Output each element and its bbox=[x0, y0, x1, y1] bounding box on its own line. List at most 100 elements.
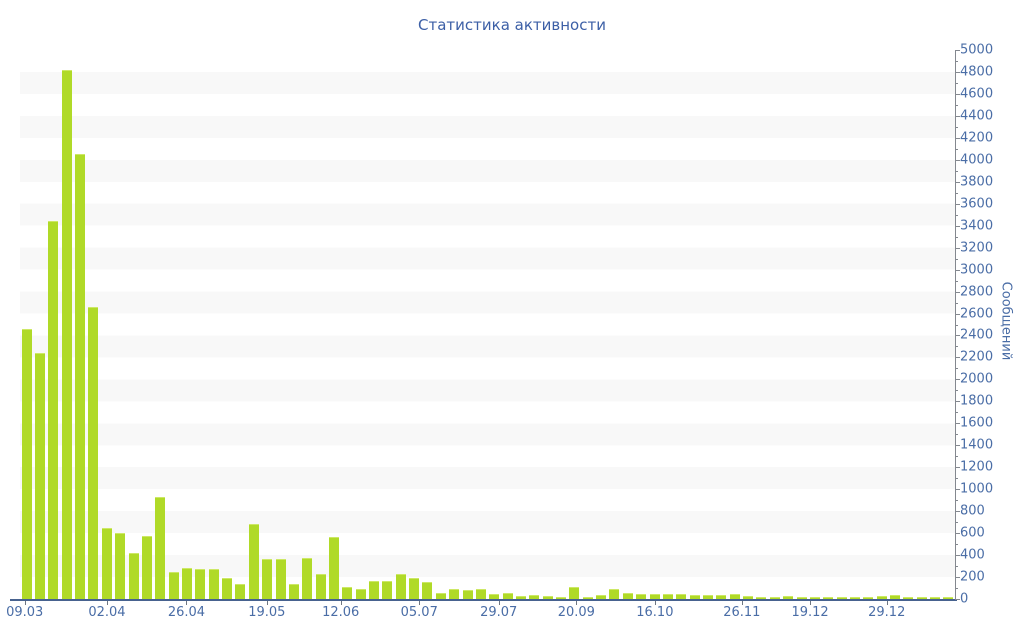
bar[interactable] bbox=[823, 596, 834, 599]
bar[interactable] bbox=[288, 583, 299, 599]
x-tick-label: 12.06 bbox=[322, 605, 360, 620]
bar[interactable] bbox=[262, 559, 273, 599]
bar[interactable] bbox=[435, 592, 446, 599]
bar[interactable] bbox=[88, 307, 99, 599]
bar[interactable] bbox=[302, 557, 313, 599]
bar[interactable] bbox=[208, 568, 219, 599]
bar[interactable] bbox=[542, 596, 553, 599]
bar[interactable] bbox=[636, 593, 647, 599]
bar[interactable] bbox=[75, 154, 86, 599]
bar[interactable] bbox=[569, 587, 580, 599]
bar[interactable] bbox=[769, 596, 780, 599]
bar[interactable] bbox=[235, 583, 246, 599]
bar[interactable] bbox=[315, 573, 326, 599]
bar[interactable] bbox=[181, 568, 192, 599]
bar[interactable] bbox=[622, 592, 633, 599]
bar[interactable] bbox=[275, 559, 286, 599]
bar[interactable] bbox=[743, 596, 754, 599]
bar[interactable] bbox=[342, 586, 353, 599]
x-tick-label: 02.04 bbox=[88, 605, 126, 620]
bar[interactable] bbox=[716, 595, 727, 599]
bar[interactable] bbox=[462, 589, 473, 599]
bar[interactable] bbox=[409, 577, 420, 599]
bar[interactable] bbox=[489, 593, 500, 599]
bar[interactable] bbox=[582, 596, 593, 599]
bar[interactable] bbox=[168, 571, 179, 599]
bar-slot bbox=[20, 50, 33, 599]
x-tick-label: 29.07 bbox=[480, 605, 518, 620]
x-tick-mark bbox=[886, 601, 888, 605]
bar[interactable] bbox=[916, 597, 927, 599]
bar[interactable] bbox=[449, 588, 460, 599]
bar-slot bbox=[154, 50, 167, 599]
bar[interactable] bbox=[115, 533, 126, 599]
y-major-tick-mark bbox=[955, 379, 960, 381]
bar[interactable] bbox=[796, 596, 807, 599]
y-major-tick-mark bbox=[955, 445, 960, 447]
y-major-tick-mark bbox=[955, 137, 960, 139]
x-tick-mark bbox=[186, 601, 188, 605]
bar[interactable] bbox=[689, 594, 700, 599]
bar[interactable] bbox=[930, 596, 941, 599]
bar[interactable] bbox=[101, 527, 112, 599]
bar-slot bbox=[755, 50, 768, 599]
bar-slot bbox=[407, 50, 420, 599]
bar[interactable] bbox=[836, 597, 847, 599]
x-tick-label: 09.03 bbox=[6, 605, 44, 620]
bar[interactable] bbox=[422, 581, 433, 599]
bar[interactable] bbox=[676, 594, 687, 599]
bar[interactable] bbox=[849, 596, 860, 599]
bar[interactable] bbox=[703, 594, 713, 599]
bar[interactable] bbox=[876, 596, 887, 599]
bar[interactable] bbox=[662, 593, 673, 599]
bar[interactable] bbox=[649, 594, 660, 599]
bar[interactable] bbox=[328, 536, 339, 599]
bar[interactable] bbox=[382, 581, 393, 599]
bar[interactable] bbox=[141, 535, 152, 599]
bar[interactable] bbox=[128, 552, 139, 599]
bar[interactable] bbox=[529, 595, 540, 599]
bar[interactable] bbox=[61, 69, 72, 599]
bar[interactable] bbox=[609, 589, 620, 599]
bar[interactable] bbox=[863, 597, 874, 599]
bar[interactable] bbox=[515, 596, 526, 599]
bar[interactable] bbox=[355, 589, 366, 599]
bar[interactable] bbox=[729, 593, 740, 599]
bar-series bbox=[20, 50, 955, 599]
bar-slot bbox=[33, 50, 46, 599]
bar[interactable] bbox=[756, 596, 767, 599]
bar-slot bbox=[100, 50, 113, 599]
bar[interactable] bbox=[369, 581, 380, 599]
bar[interactable] bbox=[35, 353, 46, 599]
bar[interactable] bbox=[395, 573, 406, 599]
x-axis-line bbox=[10, 599, 957, 601]
y-tick-label: 400 bbox=[960, 547, 985, 563]
bar-slot bbox=[488, 50, 501, 599]
bar-slot bbox=[140, 50, 153, 599]
bar[interactable] bbox=[195, 569, 206, 599]
bar[interactable] bbox=[502, 592, 513, 599]
bar[interactable] bbox=[248, 524, 259, 599]
y-major-tick-mark bbox=[955, 93, 960, 95]
bar[interactable] bbox=[903, 596, 914, 599]
y-major-tick-mark bbox=[955, 269, 960, 271]
bar[interactable] bbox=[783, 596, 794, 599]
bar-slot bbox=[354, 50, 367, 599]
bar[interactable] bbox=[475, 588, 486, 599]
bar[interactable] bbox=[596, 594, 607, 599]
x-tick-mark bbox=[419, 601, 421, 605]
bar[interactable] bbox=[48, 220, 59, 599]
bar[interactable] bbox=[556, 597, 567, 599]
bar[interactable] bbox=[890, 595, 901, 599]
bar[interactable] bbox=[809, 597, 820, 599]
y-major-tick-mark bbox=[955, 71, 960, 73]
y-major-tick-mark bbox=[955, 357, 960, 359]
bar[interactable] bbox=[155, 497, 166, 599]
bar-slot bbox=[848, 50, 861, 599]
bar[interactable] bbox=[222, 578, 233, 599]
bar[interactable] bbox=[21, 329, 32, 599]
bar[interactable] bbox=[943, 597, 954, 599]
bar-slot bbox=[635, 50, 648, 599]
bar-slot bbox=[367, 50, 380, 599]
bar-slot bbox=[594, 50, 607, 599]
